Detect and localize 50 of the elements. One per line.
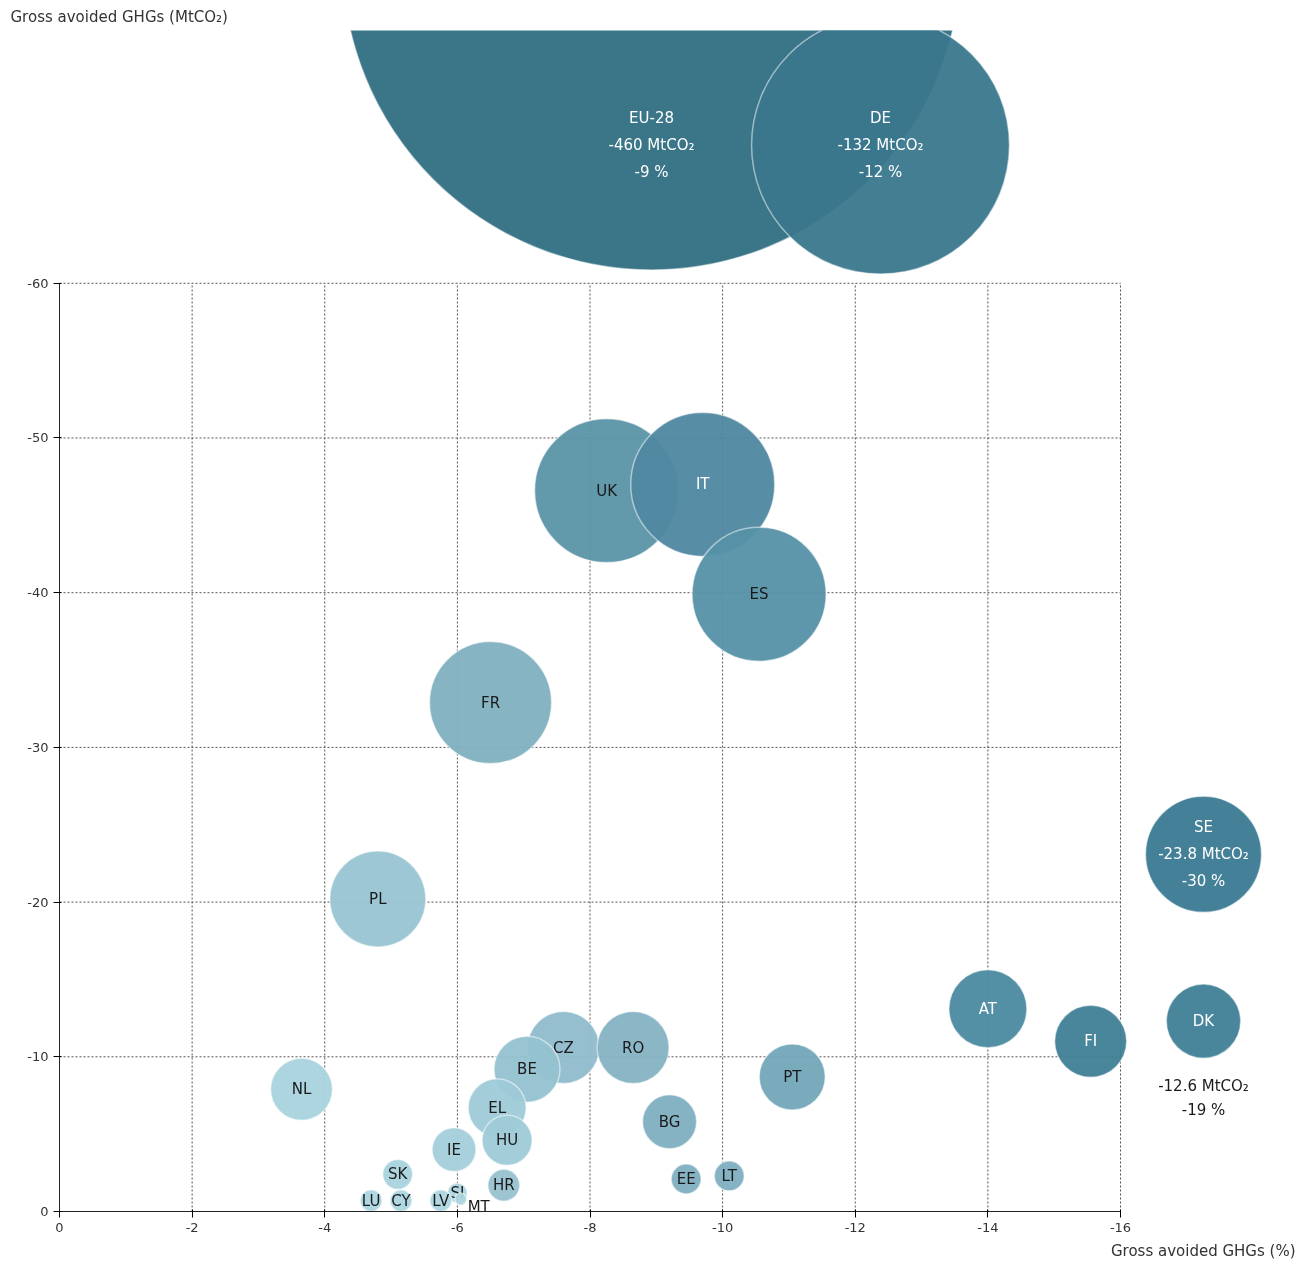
series-label: NL: [291, 1080, 312, 1099]
series-label: PT: [783, 1067, 803, 1086]
y-tick-label: -40: [27, 585, 49, 601]
data-label: -23.8 MtCO₂ -30 %: [1158, 845, 1249, 891]
category-label: DK: [1192, 1012, 1216, 1031]
series-label: LT: [721, 1166, 738, 1185]
x-tick-label: -16: [1109, 1219, 1132, 1235]
x-tick-label: -6: [450, 1219, 464, 1235]
series-label: HU: [495, 1131, 519, 1150]
y-tick-label: -30: [27, 739, 49, 755]
series-label: IE: [447, 1140, 462, 1159]
x-axis-title: Gross avoided GHGs (%): [1110, 1241, 1296, 1260]
y-tick-label: -20: [27, 894, 49, 910]
series-label: EE: [676, 1170, 696, 1189]
series-label: LV: [432, 1191, 451, 1210]
series-label: BE: [517, 1060, 537, 1079]
data-label: -132 MtCO₂ -12 %: [837, 136, 924, 182]
series-label: PL: [369, 890, 388, 908]
series-label: IT: [695, 475, 711, 494]
series-label: RO: [621, 1038, 645, 1057]
category-label: SE: [1194, 818, 1213, 837]
y-tick-label: 0: [40, 1204, 49, 1219]
y-tick-label: -10: [27, 1049, 49, 1065]
x-tick-label: -12: [844, 1219, 866, 1235]
series-label: FI: [1084, 1032, 1098, 1051]
series-label: LU: [361, 1191, 381, 1210]
series-label: CY: [391, 1191, 412, 1210]
x-tick-label: -4: [318, 1219, 332, 1235]
series-label: ES: [749, 585, 769, 604]
series-label: SK: [388, 1165, 409, 1184]
y-tick-label: -50: [27, 430, 49, 446]
x-tick-label: -8: [583, 1219, 597, 1235]
series-label: UK: [596, 481, 619, 500]
series-label: AT: [978, 999, 998, 1018]
data-label: -460 MtCO₂ -9 %: [608, 136, 695, 182]
x-tick-label: -10: [712, 1219, 734, 1235]
x-tick-label: -14: [977, 1219, 999, 1235]
category-label: EU-28: [629, 109, 674, 128]
series-label: HR: [492, 1176, 515, 1195]
series-label: FR: [481, 693, 501, 712]
x-tick-label: 0: [55, 1219, 64, 1235]
series-label: CZ: [553, 1038, 574, 1057]
series-label: EL: [488, 1098, 507, 1117]
x-tick-label: -2: [185, 1219, 199, 1235]
category-label: DE: [869, 109, 892, 128]
series-label: BG: [658, 1112, 681, 1131]
data-label: -12.6 MtCO₂ -19 %: [1158, 1077, 1249, 1119]
text: Gross avoided GHGs (MtCO₂): [10, 7, 228, 26]
y-tick-label: -60: [27, 275, 49, 291]
series-label: SI: [450, 1183, 465, 1202]
